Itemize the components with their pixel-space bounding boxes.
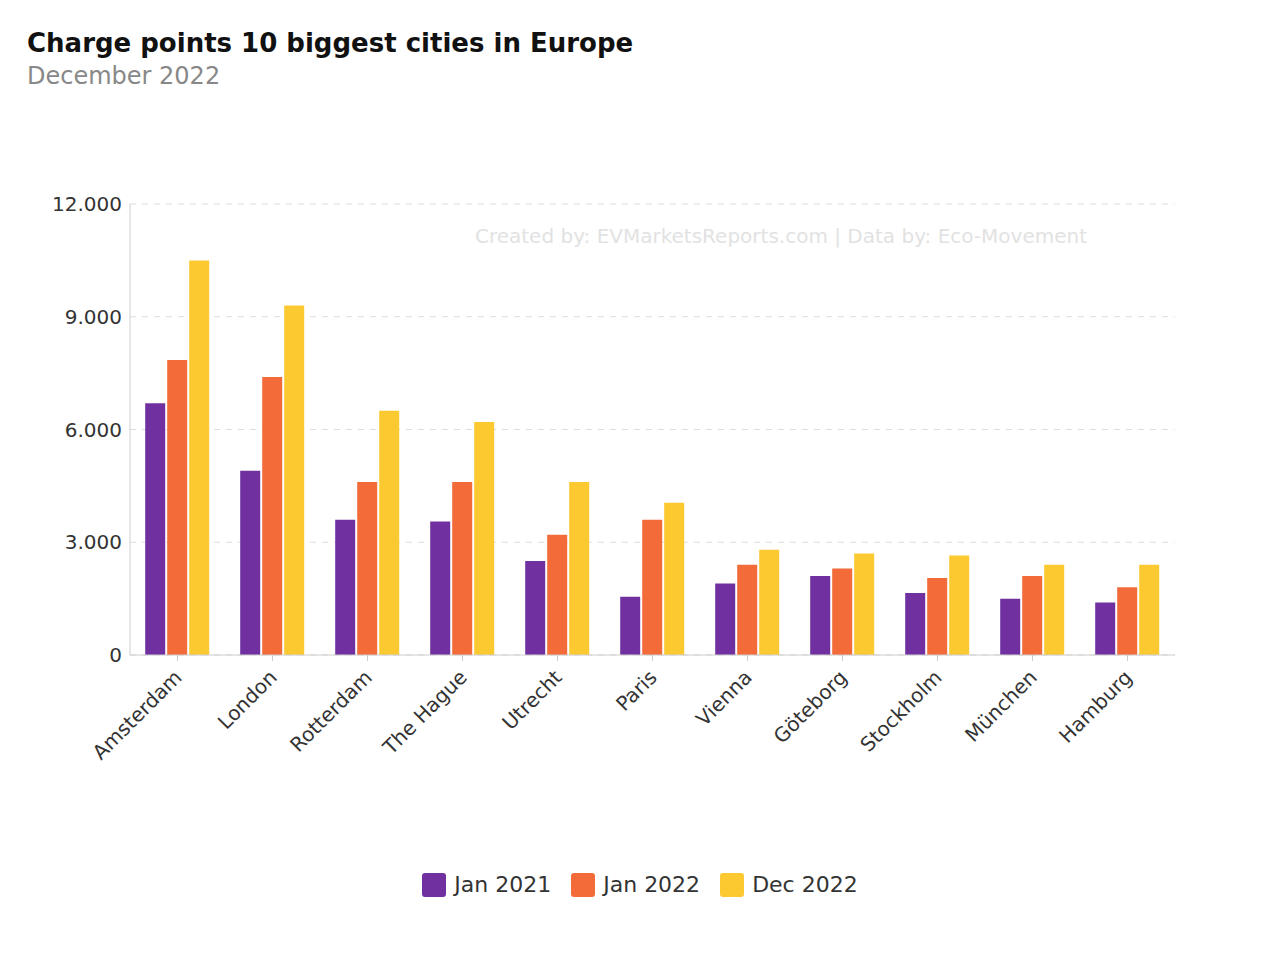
html-text:Charge points 10 biggest citie: Charge points 10 biggest cities in Europ… (27, 28, 634, 58)
svg-text:Paris: Paris (611, 665, 662, 716)
html-text:Jan 2022: Jan 2022 (603, 872, 701, 897)
svg-text:Utrecht: Utrecht (497, 665, 566, 734)
html-text:Created by: EVMarketsReports.c: Created by: EVMarketsReports.com | Data … (475, 224, 1087, 248)
html-text:Dec 2022: Dec 2022 (752, 872, 858, 897)
svg-text:Hamburg: Hamburg (1054, 665, 1137, 748)
html-text:Jan 2021: Jan 2021 (454, 872, 552, 897)
svg-text:München: München (960, 665, 1042, 747)
svg-text:12.000: 12.000 (52, 192, 122, 216)
svg-text:9.000: 9.000 (65, 305, 122, 329)
svg-text:Rotterdam: Rotterdam (285, 665, 377, 757)
svg-text:6.000: 6.000 (65, 418, 122, 442)
svg-text:Göteborg: Göteborg (769, 665, 852, 748)
svg-text:Stockholm: Stockholm (855, 665, 946, 756)
svg-text:3.000: 3.000 (65, 530, 122, 554)
svg-text:The Hague: The Hague (377, 665, 471, 759)
svg-text:0: 0 (109, 643, 122, 667)
svg-text:Vienna: Vienna (691, 665, 757, 731)
svg-text:London: London (213, 665, 282, 734)
html-text:December 2022: December 2022 (27, 62, 221, 90)
svg-text:Amsterdam: Amsterdam (88, 665, 187, 764)
